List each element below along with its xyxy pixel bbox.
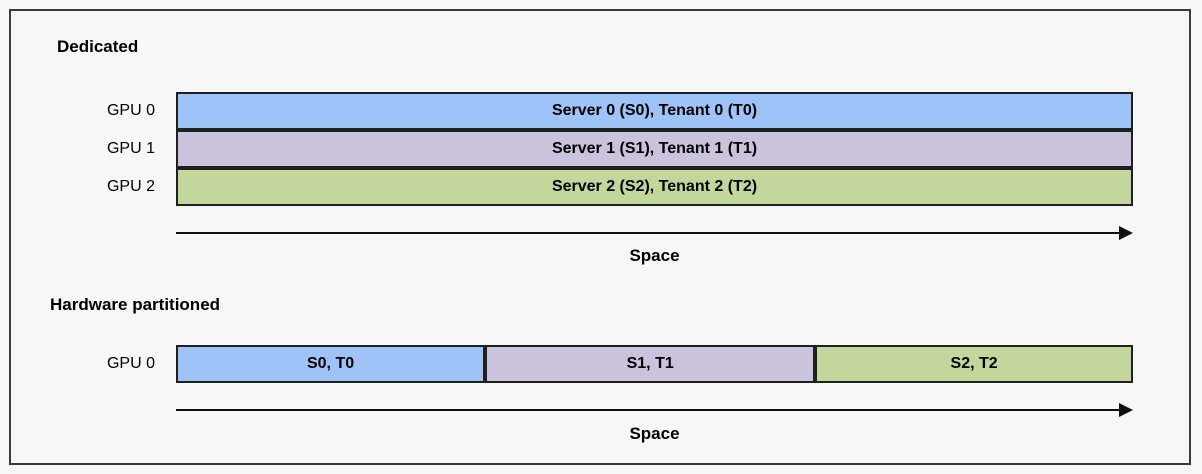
partitioned-gpu0-label: GPU 0 <box>106 355 155 372</box>
section-heading-dedicated: Dedicated <box>57 37 139 56</box>
space-axis-dedicated <box>176 225 1133 241</box>
axis-label-space-dedicated: Space <box>629 246 680 265</box>
gpu0-bar: Server 0 (S0), Tenant 0 (T0) <box>176 92 1133 130</box>
gpu0-label: GPU 0 <box>106 102 155 119</box>
segment-s0-t0: S0, T0 <box>176 345 486 383</box>
gpu2-row: GPU 2 Server 2 (S2), Tenant 2 (T2) <box>40 168 1133 206</box>
axis-line <box>176 232 1122 234</box>
gpu1-label: GPU 1 <box>106 140 155 157</box>
segment-s2-t2: S2, T2 <box>815 345 1133 383</box>
segment-s1-t1: S1, T1 <box>485 345 816 383</box>
outer-frame <box>9 9 1191 465</box>
partitioned-rows: GPU 0 S0, T0 S1, T1 S2, T2 <box>40 345 1133 383</box>
gpu2-bar: Server 2 (S2), Tenant 2 (T2) <box>176 168 1133 206</box>
partitioned-gpu0-bar: S0, T0 S1, T1 S2, T2 <box>176 345 1133 383</box>
axis-line <box>176 409 1122 411</box>
gpu2-label: GPU 2 <box>106 178 155 195</box>
dedicated-rows: GPU 0 Server 0 (S0), Tenant 0 (T0) GPU 1… <box>40 92 1133 206</box>
space-axis-partitioned <box>176 402 1133 418</box>
gpu1-bar: Server 1 (S1), Tenant 1 (T1) <box>176 130 1133 168</box>
segment-server1-tenant1: Server 1 (S1), Tenant 1 (T1) <box>176 130 1133 168</box>
segment-server0-tenant0: Server 0 (S0), Tenant 0 (T0) <box>176 92 1133 130</box>
gpu1-row: GPU 1 Server 1 (S1), Tenant 1 (T1) <box>40 130 1133 168</box>
section-heading-hardware-partitioned: Hardware partitioned <box>50 295 221 314</box>
gpu0-row: GPU 0 Server 0 (S0), Tenant 0 (T0) <box>40 92 1133 130</box>
arrowhead-right-icon <box>1119 226 1133 240</box>
axis-label-space-partitioned: Space <box>629 424 680 443</box>
arrowhead-right-icon <box>1119 403 1133 417</box>
partitioned-gpu0-row: GPU 0 S0, T0 S1, T1 S2, T2 <box>40 345 1133 383</box>
segment-server2-tenant2: Server 2 (S2), Tenant 2 (T2) <box>176 168 1133 206</box>
